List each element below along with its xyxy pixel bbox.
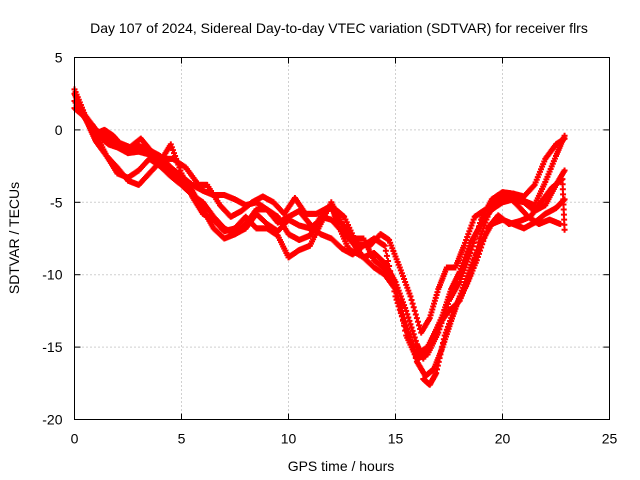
x-tick-label: 25 xyxy=(602,431,618,447)
data-point xyxy=(559,176,566,183)
grid-lines xyxy=(74,57,610,420)
data-point xyxy=(561,226,568,233)
data-point xyxy=(385,257,392,264)
data-point xyxy=(442,307,449,314)
data-point xyxy=(479,241,486,248)
y-tick-label: -10 xyxy=(42,267,62,283)
data-point xyxy=(397,307,404,314)
data-point xyxy=(393,288,400,295)
data-point xyxy=(409,300,416,307)
data-point xyxy=(473,229,480,236)
y-tick-label: -15 xyxy=(42,339,62,355)
data-point xyxy=(469,243,476,250)
y-tick-label: 0 xyxy=(55,122,63,138)
data-point xyxy=(399,317,406,324)
data-point xyxy=(439,316,446,323)
data-point xyxy=(414,318,421,325)
data-point xyxy=(480,238,487,245)
data-point xyxy=(483,228,490,235)
data-point xyxy=(443,304,450,311)
series-track-5 xyxy=(88,121,564,336)
x-tick-label: 10 xyxy=(281,431,297,447)
y-tick-label: -5 xyxy=(50,194,63,210)
data-point xyxy=(474,243,481,250)
data-point xyxy=(416,322,423,329)
data-point xyxy=(383,252,390,259)
data-point xyxy=(398,312,405,319)
y-tick-label: 5 xyxy=(55,50,63,66)
data-point xyxy=(441,310,448,317)
data-point xyxy=(474,254,481,261)
data-point xyxy=(412,337,419,344)
data-point xyxy=(473,257,480,264)
data-point xyxy=(411,334,418,341)
data-point xyxy=(561,221,568,228)
data-point xyxy=(394,293,401,300)
data-point xyxy=(395,298,402,305)
data-point xyxy=(468,246,475,253)
plot-frame xyxy=(74,57,610,420)
data-point xyxy=(561,167,568,174)
data-point xyxy=(475,250,482,257)
data-point xyxy=(438,320,445,327)
data-point xyxy=(560,211,567,218)
data-point xyxy=(409,327,416,334)
x-tick-label: 5 xyxy=(178,431,186,447)
data-point xyxy=(467,249,474,256)
data-point xyxy=(407,321,414,328)
data-point xyxy=(471,236,478,243)
data-point xyxy=(474,226,481,233)
data-point xyxy=(482,231,489,238)
data-point xyxy=(560,201,567,208)
x-axis-label: GPS time / hours xyxy=(288,458,395,474)
data-point xyxy=(561,135,568,142)
data-point xyxy=(408,324,415,331)
data-point xyxy=(410,331,417,338)
data-point xyxy=(437,323,444,330)
series-track-4 xyxy=(71,97,568,362)
data-point xyxy=(470,239,477,246)
data-point xyxy=(392,283,399,290)
x-tick-label: 0 xyxy=(71,431,79,447)
x-tick-label: 20 xyxy=(495,431,511,447)
data-point xyxy=(412,311,419,318)
data-point xyxy=(386,263,393,270)
x-tick-label: 15 xyxy=(388,431,404,447)
data-point xyxy=(407,293,414,300)
data-point xyxy=(559,186,566,193)
data-point xyxy=(396,302,403,309)
data-point xyxy=(561,216,568,223)
data-point xyxy=(475,239,482,246)
y-axis-label: SDTVAR / TECUs xyxy=(6,182,22,294)
chart-title: Day 107 of 2024, Sidereal Day-to-day VTE… xyxy=(90,20,588,36)
data-point xyxy=(408,297,415,304)
data-points xyxy=(71,86,568,388)
data-point xyxy=(560,206,567,213)
data-point xyxy=(560,191,567,198)
data-point xyxy=(477,220,484,227)
data-point xyxy=(481,234,488,241)
data-point xyxy=(475,223,482,230)
data-point xyxy=(472,233,479,240)
y-tick-label: -20 xyxy=(42,412,62,428)
series-track-6 xyxy=(420,176,568,388)
tick-labels: 0 5 10 15 20 25 5 0 -5 -10 -15 -20 xyxy=(42,50,617,447)
data-point xyxy=(435,329,442,336)
data-point xyxy=(477,247,484,254)
data-point xyxy=(560,196,567,203)
data-point xyxy=(440,313,447,320)
data-point xyxy=(382,247,389,254)
data-point xyxy=(410,304,417,311)
data-point xyxy=(444,300,451,307)
data-point xyxy=(411,307,418,314)
data-point xyxy=(413,315,420,322)
data-point xyxy=(478,244,485,251)
data-point xyxy=(402,327,409,334)
data-point xyxy=(401,322,408,329)
data-point xyxy=(559,181,566,188)
data-point xyxy=(381,242,388,249)
data-point xyxy=(436,326,443,333)
